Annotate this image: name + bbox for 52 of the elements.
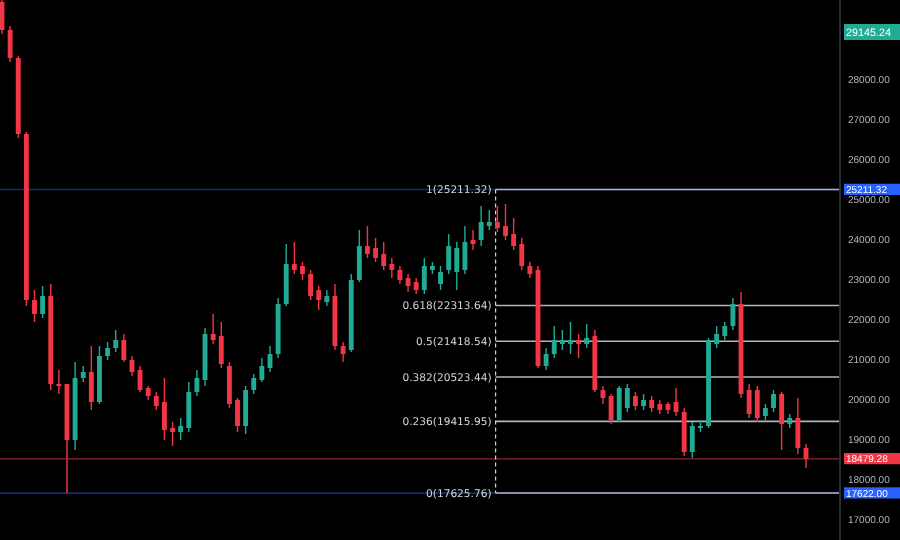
- candlestick: [308, 269, 314, 301]
- candlestick: [365, 225, 370, 259]
- candlestick: [624, 383, 630, 413]
- candlestick: [340, 341, 346, 363]
- candlestick: [218, 321, 224, 369]
- candlestick: [194, 369, 200, 397]
- candlestick: [568, 321, 573, 355]
- candlestick: [559, 329, 565, 351]
- candlestick: [40, 285, 46, 319]
- candlestick: [373, 237, 379, 263]
- candlestick: [88, 345, 94, 411]
- candlestick: [356, 229, 362, 283]
- candlestick: [259, 357, 265, 383]
- candlestick: [32, 289, 37, 323]
- candlestick: [754, 385, 760, 423]
- candlestick: [503, 203, 508, 241]
- candlestick: [689, 421, 695, 459]
- candlestick: [454, 241, 460, 291]
- candlestick: [7, 25, 13, 63]
- candlestick: [746, 383, 752, 419]
- candlestick: [113, 329, 119, 353]
- candlestick: [446, 233, 452, 275]
- candlestick: [161, 377, 167, 441]
- candlestick: [251, 373, 257, 395]
- candlestick: [462, 225, 468, 275]
- candlestick: [795, 397, 801, 455]
- candlestick: [421, 257, 427, 295]
- candlestick: [56, 369, 62, 395]
- candlestick: [0, 0, 5, 35]
- candlestick: [543, 347, 549, 371]
- candlestick: [97, 345, 102, 405]
- candlestick: [381, 241, 387, 271]
- candlestick: [779, 391, 785, 451]
- candlestick: [681, 407, 687, 457]
- candlestick: [186, 381, 192, 433]
- candlestick: [389, 257, 395, 279]
- candlestick: [291, 241, 297, 275]
- candlestick: [576, 333, 582, 359]
- candlestick: [243, 385, 249, 435]
- candlestick: [494, 205, 500, 233]
- candlestick: [608, 393, 614, 425]
- candlestick: [730, 297, 736, 331]
- candlestick: [478, 205, 484, 247]
- candlestick: [324, 289, 330, 307]
- candlestick: [551, 325, 557, 359]
- candlestick: [519, 237, 525, 271]
- candlestick: [771, 389, 776, 413]
- candlestick: [283, 243, 289, 307]
- candlestick: [584, 323, 590, 349]
- candlestick: [616, 385, 622, 423]
- candlestick: [121, 333, 127, 363]
- candlestick: [438, 265, 443, 291]
